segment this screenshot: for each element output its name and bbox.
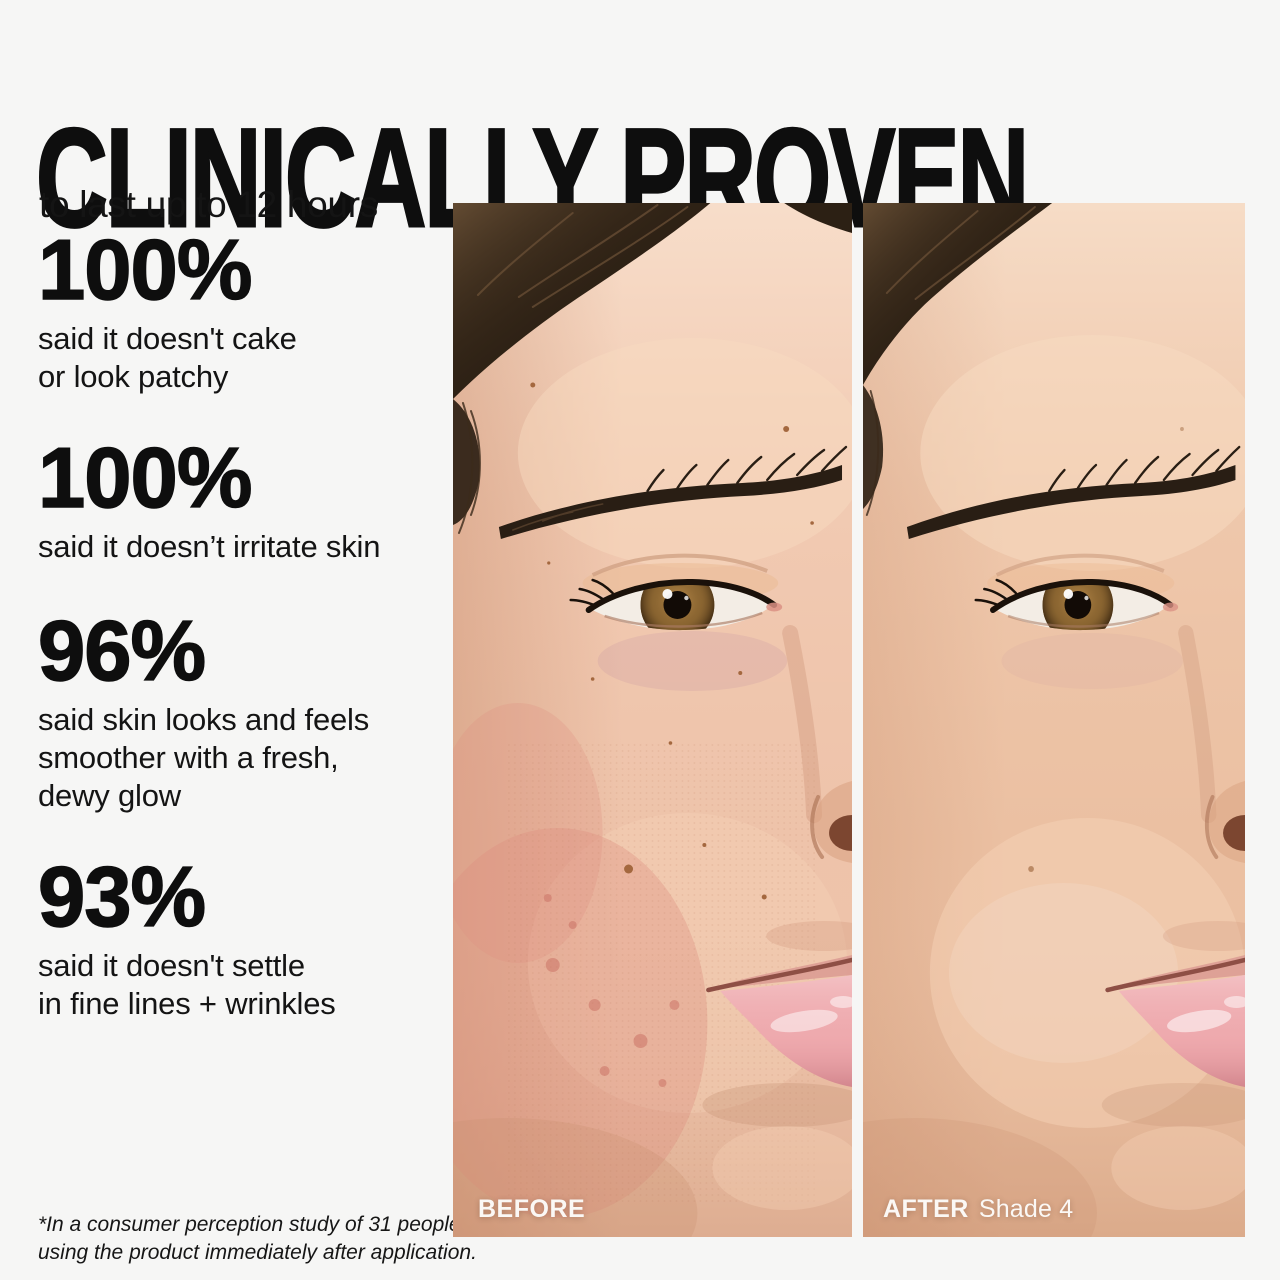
- lips: [1101, 921, 1245, 1210]
- after-label-text: AFTER: [883, 1195, 969, 1223]
- after-photo: AFTER Shade 4: [863, 203, 1245, 1237]
- nose: [1204, 781, 1245, 863]
- lips: [702, 921, 852, 1210]
- before-label: BEFORE: [478, 1195, 585, 1224]
- eye: [569, 553, 783, 631]
- moles: [1028, 427, 1184, 872]
- eye: [974, 553, 1179, 631]
- eyebrow: [906, 445, 1241, 539]
- skin: [453, 203, 852, 1237]
- stat-description: said it doesn't settle in fine lines + w…: [38, 948, 336, 1021]
- after-label: AFTER Shade 4: [883, 1195, 1073, 1224]
- stat-description: said it doesn't cake or look patchy: [38, 321, 297, 394]
- hair: [453, 203, 852, 534]
- stat-block-1: 100% said it doesn't cake or look patchy: [37, 223, 297, 396]
- hair: [863, 203, 1053, 516]
- stat-block-3: 96% said skin looks and feels smoother w…: [37, 604, 370, 815]
- stat-block-2: 100% said it doesn’t irritate skin: [37, 431, 381, 566]
- stat-value: 93%: [37, 850, 207, 945]
- before-face-illustration: [453, 203, 852, 1237]
- before-label-text: BEFORE: [478, 1195, 586, 1223]
- freckles: [530, 382, 814, 900]
- stat-value: 96%: [37, 604, 207, 699]
- nose: [810, 781, 852, 863]
- after-face-illustration: [863, 203, 1245, 1237]
- eyebrow: [498, 445, 848, 539]
- stat-block-4: 93% said it doesn't settle in fine lines…: [37, 850, 336, 1023]
- study-footnote: *In a consumer perception study of 31 pe…: [38, 1213, 477, 1264]
- before-photo: BEFORE: [453, 203, 852, 1237]
- stat-description: said skin looks and feels smoother with …: [38, 702, 370, 813]
- stat-description: said it doesn’t irritate skin: [38, 529, 381, 564]
- stat-value: 100%: [37, 431, 253, 526]
- skin: [863, 203, 1245, 1237]
- blemishes: [543, 894, 680, 1087]
- page-subtitle: to last up to 12 hours: [39, 184, 378, 225]
- stat-value: 100%: [37, 223, 253, 318]
- after-shade-label: Shade 4: [978, 1195, 1074, 1223]
